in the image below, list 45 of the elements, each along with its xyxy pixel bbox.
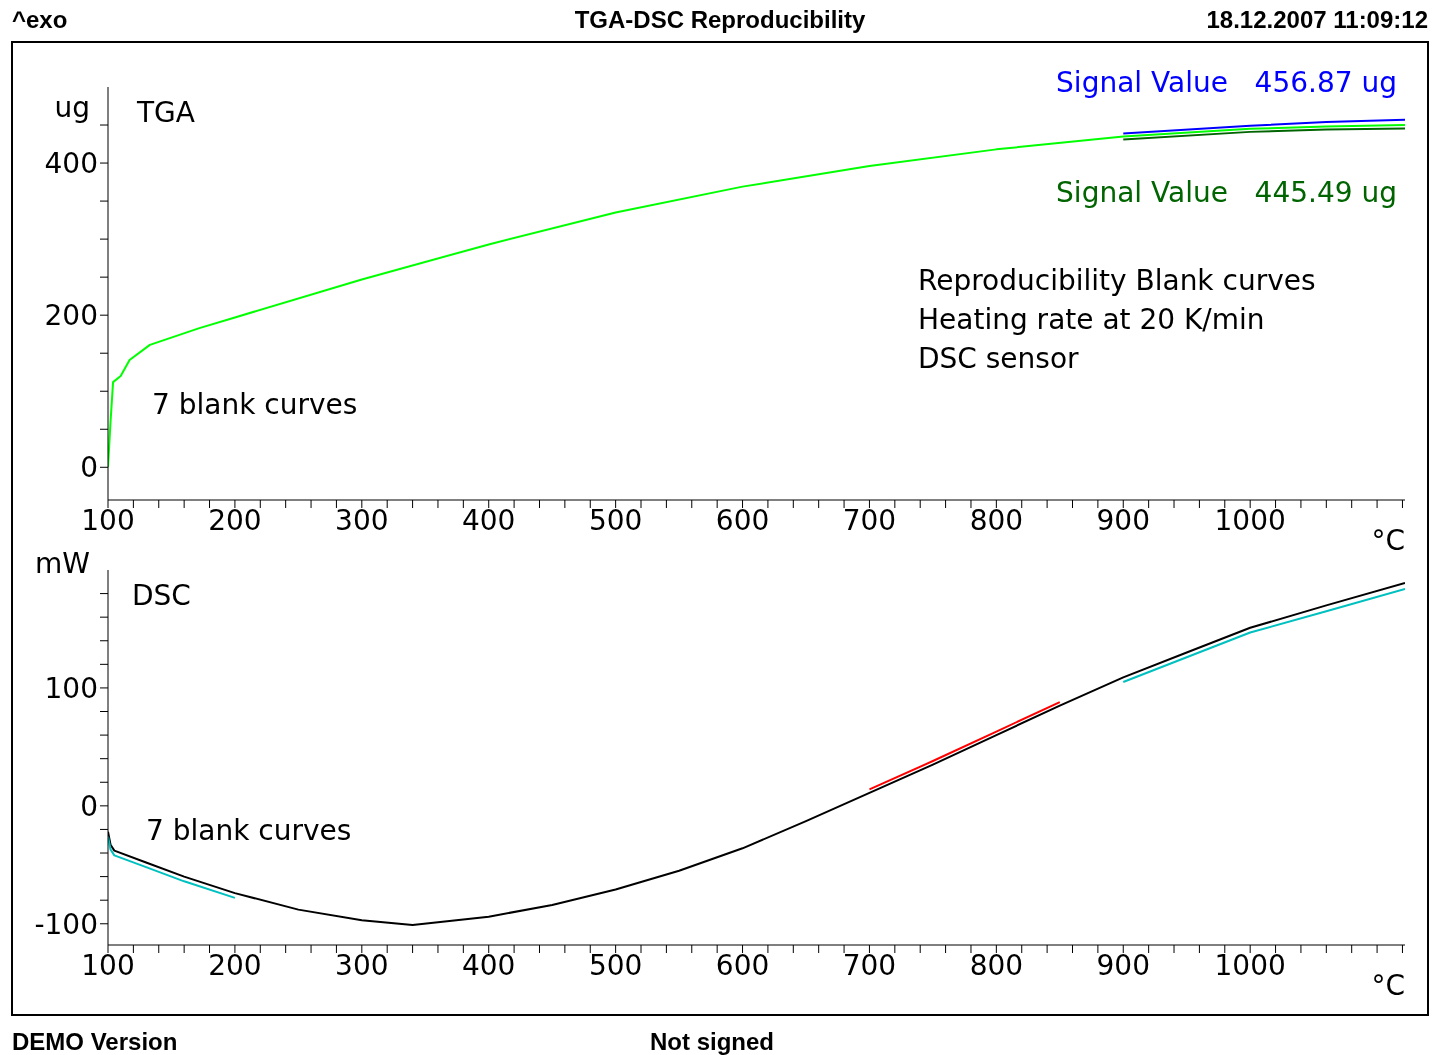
annotation: Signal Value 445.49 ug — [1056, 176, 1397, 210]
x-tick-label: 400 — [462, 948, 516, 982]
x-tick-label: 800 — [969, 503, 1024, 537]
chart-subtitle: DSC — [132, 579, 191, 612]
y-tick-label: 400 — [44, 147, 98, 180]
x-tick-label: 800 — [969, 948, 1024, 982]
annotation: Signal Value 456.87 ug — [1056, 65, 1397, 99]
x-tick-label: 1000 — [1214, 503, 1286, 537]
y-tick-label: 0 — [80, 789, 98, 823]
x-tick-label: 1000 — [1214, 948, 1286, 982]
chart-title: TGA-DSC Reproducibility — [574, 6, 866, 33]
chart-subtitle: TGA — [136, 96, 195, 129]
x-tick-label: 300 — [335, 503, 389, 537]
x-tick-label: 700 — [842, 503, 897, 537]
line-series — [868, 701, 1061, 791]
x-tick-label: 600 — [715, 948, 770, 982]
x-tick-label: 200 — [208, 503, 262, 537]
text: 18.12.2007 11:09:12 — [1206, 6, 1428, 33]
x-tick-label: 700 — [842, 948, 897, 982]
x-tick-label: 500 — [588, 503, 643, 537]
annotation: Heating rate at 20 K/min — [918, 303, 1265, 336]
x-tick-label: 300 — [335, 948, 389, 982]
line-series — [1122, 127, 1405, 141]
text: DEMO Version — [12, 1028, 178, 1055]
x-tick-label: 900 — [1096, 503, 1150, 537]
x-tick-label: 600 — [715, 503, 770, 537]
text: Not signed — [650, 1028, 774, 1055]
y-axis-title: mW — [35, 547, 90, 580]
y-tick-label: 200 — [44, 299, 98, 333]
annotation: Reproducibility Blank curves — [918, 264, 1316, 297]
y-tick-label: -100 — [34, 907, 98, 941]
annotation: 7 blank curves — [152, 388, 358, 421]
y-axis-title: ug — [54, 91, 90, 124]
y-tick-label: 0 — [80, 451, 98, 485]
x-tick-label: 500 — [588, 948, 643, 982]
text: ^exo — [12, 6, 68, 33]
x-axis-title: °C — [1371, 524, 1405, 557]
annotation: 7 blank curves — [146, 814, 352, 847]
annotation: DSC sensor — [918, 342, 1080, 375]
x-tick-label: 200 — [208, 948, 262, 982]
y-tick-label: 100 — [44, 671, 98, 705]
line-series — [1122, 118, 1405, 135]
x-tick-label: 900 — [1096, 948, 1150, 982]
x-tick-label: 400 — [462, 503, 516, 537]
x-axis-title: °C — [1371, 969, 1405, 1002]
